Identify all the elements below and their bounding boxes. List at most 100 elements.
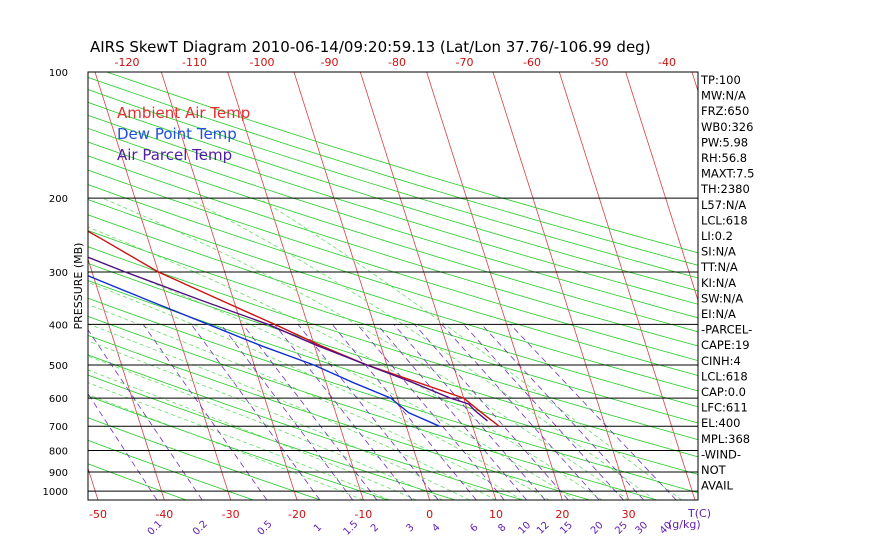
dry-adiabat-line (88, 169, 698, 362)
mixing-ratio-tick: 8 (496, 522, 508, 534)
sidebar-index: SI:N/A (701, 245, 736, 259)
pressure-tick-label: 1000 (43, 487, 68, 498)
mixing-ratio-tick: 1 (312, 522, 324, 534)
sidebar-index: RH:56.8 (701, 151, 747, 165)
mixing-ratio-line (142, 324, 268, 500)
pressure-tick-label: 300 (49, 268, 68, 279)
isotherm-line (625, 72, 698, 302)
dry-adiabat-line (88, 439, 254, 500)
legend: Ambient Air Temp Dew Point Temp Air Parcel… (117, 104, 250, 164)
sidebar-index: -PARCEL- (701, 323, 752, 337)
moist-adiabat-line (88, 355, 444, 500)
isotherm-line (160, 72, 298, 500)
top-temp-tick: -50 (591, 56, 609, 69)
sidebar-index: MPL:368 (701, 432, 750, 446)
mixing-ratio-line (414, 324, 569, 500)
mixing-ratio-line (376, 324, 527, 500)
dry-adiabat-line (88, 354, 523, 500)
sidebar-index: LFC:611 (701, 401, 748, 415)
mixing-ratio-tick: 15 (558, 520, 575, 537)
mixing-ratio-line (297, 324, 439, 500)
bottom-temp-tick: 20 (555, 508, 569, 521)
legend-entry: Air Parcel Temp (117, 146, 232, 164)
mixing-ratio-line (331, 324, 477, 500)
dry-adiabat-line (88, 101, 698, 292)
mixing-ratio-line (393, 324, 546, 500)
sidebar-index: WB0:326 (701, 120, 753, 134)
pressure-tick-label: 500 (49, 361, 68, 372)
y-axis-label: PRESSURE (MB) (72, 243, 85, 330)
dry-adiabat-line (88, 141, 698, 333)
isotherm-line (359, 72, 497, 500)
sidebar-index: TT:N/A (700, 260, 738, 274)
series-line (88, 230, 500, 427)
bottom-temp-tick: -30 (222, 508, 240, 521)
pressure-tick-label: 200 (49, 194, 68, 205)
sidebar-index: LCL:618 (701, 213, 748, 227)
pressure-tick-label: 100 (49, 68, 68, 79)
isotherm-line (88, 257, 165, 500)
moist-adiabat-line (88, 304, 523, 500)
sidebar-index: -WIND- (701, 447, 741, 461)
sidebar-index: KI:N/A (701, 276, 736, 290)
moist-adiabat-line (102, 197, 629, 500)
mixing-ratio-tick: 12 (535, 520, 552, 537)
moist-adiabat-line (88, 281, 550, 500)
dry-adiabat-line (88, 230, 698, 424)
dry-adiabat-line (106, 72, 698, 254)
isotherm-line (558, 72, 696, 500)
mixing-ratio-line (220, 324, 354, 500)
mixing-ratio-line (274, 324, 413, 500)
mixing-ratio-line (441, 324, 600, 500)
bottom-temp-tick: -50 (89, 508, 107, 521)
sidebar-index: NOT (701, 463, 727, 477)
bottom-temp-tick: -10 (354, 508, 372, 521)
bottom-temp-tick: 10 (489, 508, 503, 521)
mixing-ratio-line (88, 393, 158, 500)
top-temp-tick: -70 (456, 56, 474, 69)
moist-adiabat-line (88, 382, 391, 500)
sidebar-index: SW:N/A (701, 291, 743, 305)
dry-adiabat-line (88, 184, 698, 376)
moist-adiabat-line (88, 256, 576, 500)
dry-adiabat-line (88, 89, 698, 279)
dry-adiabat-line (88, 334, 590, 500)
top-temp-tick: -120 (115, 56, 140, 69)
top-temp-tick: -40 (658, 56, 676, 69)
mixing-ratio-tick: 25 (613, 520, 630, 537)
pressure-tick-label: 800 (49, 447, 68, 458)
dry-adiabat-line (88, 246, 698, 441)
sidebar-index: CAPE:19 (701, 338, 750, 352)
top-temp-tick: -80 (388, 56, 406, 69)
moist-adiabat-line (88, 340, 470, 500)
top-temp-tick: -100 (250, 56, 275, 69)
top-temp-tick: -90 (321, 56, 339, 69)
profile-series (88, 230, 500, 427)
dry-adiabat-line (88, 297, 698, 494)
dry-adiabat-line (88, 199, 698, 392)
mixing-ratio-unit: (g/kg) (668, 518, 701, 531)
bottom-temp-tick: -20 (288, 508, 306, 521)
dry-adiabat-line (88, 374, 456, 500)
dry-adiabat-line (88, 395, 389, 500)
grid-lines (88, 72, 698, 500)
top-temp-tick: -60 (523, 56, 541, 69)
sidebar-index: LCL:618 (701, 369, 748, 383)
bottom-temp-tick: -40 (155, 508, 173, 521)
mixing-ratio-line (190, 324, 321, 500)
mixing-ratio-line (88, 329, 203, 500)
pressure-tick-label: 400 (49, 320, 68, 331)
bottom-temp-tick: 30 (622, 508, 636, 521)
x-axis-label: T(C) (687, 507, 711, 520)
sidebar-index: CINH:4 (701, 354, 741, 368)
sidebar-index: AVAIL (701, 479, 734, 493)
mixing-ratio-tick: 6 (468, 522, 480, 534)
sidebar-index: EL:400 (701, 416, 741, 430)
dry-adiabat-line (88, 114, 698, 305)
moist-adiabat-line (88, 394, 364, 500)
mixing-ratio-tick: 0.2 (191, 519, 210, 538)
mixing-ratio-tick: 3 (404, 522, 416, 534)
sidebar-index: EI:N/A (701, 307, 736, 321)
